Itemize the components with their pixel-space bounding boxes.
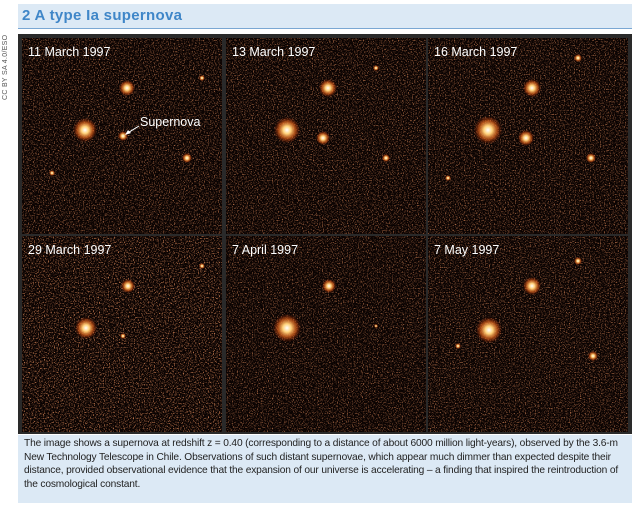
star <box>119 80 135 96</box>
star <box>199 75 205 81</box>
annotation-arrowhead <box>125 130 131 135</box>
star <box>476 317 502 343</box>
panel-label: 7 April 1997 <box>232 243 298 257</box>
panel-label: 16 March 1997 <box>434 45 517 59</box>
panel-label: 29 March 1997 <box>28 243 111 257</box>
star <box>121 279 135 293</box>
panel-label: 11 March 1997 <box>28 45 111 59</box>
star <box>373 65 379 71</box>
panel-noise <box>428 236 628 432</box>
panel: 13 March 1997 <box>226 38 426 234</box>
panel-label: 7 May 1997 <box>434 243 499 257</box>
figure: 11 March 1997 Supernova 13 March 1997 16 Ma… <box>18 34 632 434</box>
panel: 11 March 1997 Supernova <box>22 38 222 234</box>
star <box>586 153 596 163</box>
star <box>588 351 598 361</box>
star <box>518 130 534 146</box>
star <box>273 314 301 342</box>
star <box>73 118 97 142</box>
star <box>120 333 126 339</box>
star <box>274 117 300 143</box>
star <box>316 131 330 145</box>
star <box>574 257 582 265</box>
star <box>49 170 55 176</box>
title: 2 A type Ia supernova <box>22 7 183 24</box>
header: 2 A type Ia supernova <box>18 4 632 29</box>
star <box>523 79 541 97</box>
star <box>382 154 390 162</box>
panel: 16 March 1997 <box>428 38 628 234</box>
annotation: Supernova <box>140 115 201 129</box>
star <box>574 54 582 62</box>
star <box>319 79 337 97</box>
panel-noise <box>226 236 426 432</box>
star <box>374 324 378 328</box>
credit: CC BY SA 4.0/ESO <box>2 34 9 100</box>
star <box>182 153 192 163</box>
star <box>75 317 97 339</box>
star <box>474 116 502 144</box>
star <box>118 131 128 141</box>
star <box>455 343 461 349</box>
panel-label: 13 March 1997 <box>232 45 315 59</box>
panel: 7 April 1997 <box>226 236 426 432</box>
caption: The image shows a supernova at redshift … <box>18 435 632 503</box>
star <box>322 279 336 293</box>
star <box>445 175 451 181</box>
star <box>199 263 205 269</box>
panel: 29 March 1997 <box>22 236 222 432</box>
star <box>523 277 541 295</box>
panel: 7 May 1997 <box>428 236 628 432</box>
